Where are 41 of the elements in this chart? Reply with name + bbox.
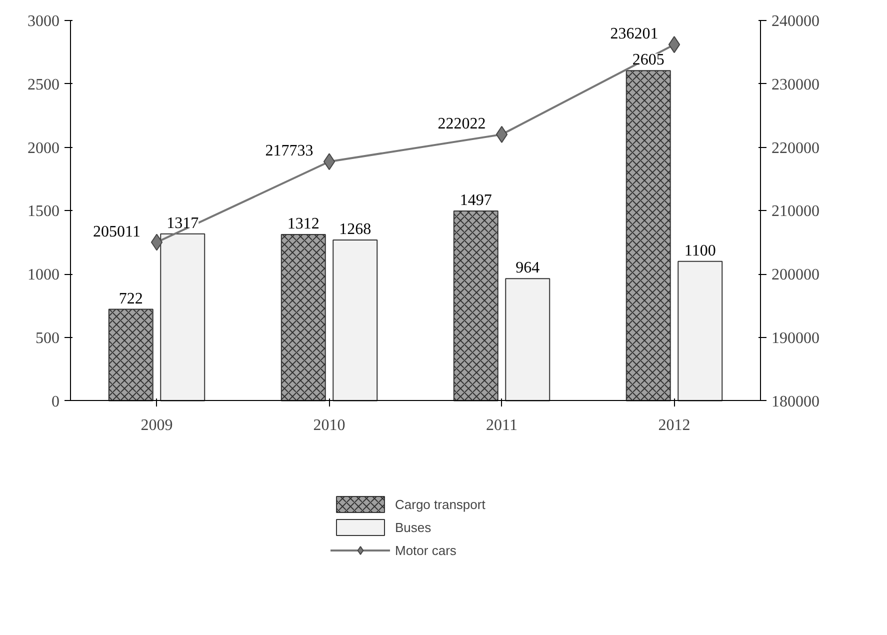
data-label: 222022	[438, 115, 486, 132]
data-label: 1312	[287, 215, 320, 232]
point	[150, 234, 163, 251]
y2-tick-label: 230000	[772, 76, 820, 94]
bar	[332, 240, 378, 402]
y-tick-label: 2500	[28, 76, 60, 94]
data-label: 1268	[339, 221, 372, 238]
y2-tick-label: 180000	[772, 393, 820, 410]
y-tick-label: 2000	[28, 140, 60, 157]
data-label: 1100	[684, 242, 716, 260]
legend-label: Motor cars	[395, 542, 456, 558]
bar	[678, 260, 723, 402]
y2-tick-label: 220000	[772, 140, 820, 157]
data-label: 1317	[166, 214, 199, 232]
y-tick-label: 1000	[28, 266, 60, 284]
y2-tick-label: 190000	[772, 330, 820, 347]
legend-label: Cargo transport	[395, 496, 486, 512]
data-label: 1497	[460, 192, 492, 210]
data-label: 205011	[93, 223, 140, 240]
y2-tick-label: 240000	[772, 13, 820, 30]
y-tick-label: 1500	[28, 203, 60, 220]
bar	[160, 233, 206, 402]
point	[668, 36, 680, 54]
x-tick-label: 2009	[140, 416, 173, 434]
x-tick-label: 2012	[658, 416, 690, 434]
point	[496, 126, 508, 143]
data-label: 722	[118, 290, 143, 308]
y2-tick-label: 200000	[772, 266, 820, 284]
y-tick-label: 0	[52, 393, 60, 410]
x-tick-label: 2010	[313, 416, 346, 434]
data-label: 217733	[265, 142, 314, 160]
data-label: 236201	[610, 26, 658, 43]
x-tick-label: 2011	[486, 416, 518, 434]
data-label: 964	[516, 260, 540, 277]
y2-tick-label: 210000	[772, 203, 820, 220]
data-label: 2605	[632, 52, 664, 69]
y-tick-label: 3000	[28, 13, 60, 30]
point	[323, 153, 336, 170]
y-tick-label: 500	[36, 330, 60, 347]
bar	[505, 278, 550, 402]
legend-label: Buses	[395, 520, 432, 534]
